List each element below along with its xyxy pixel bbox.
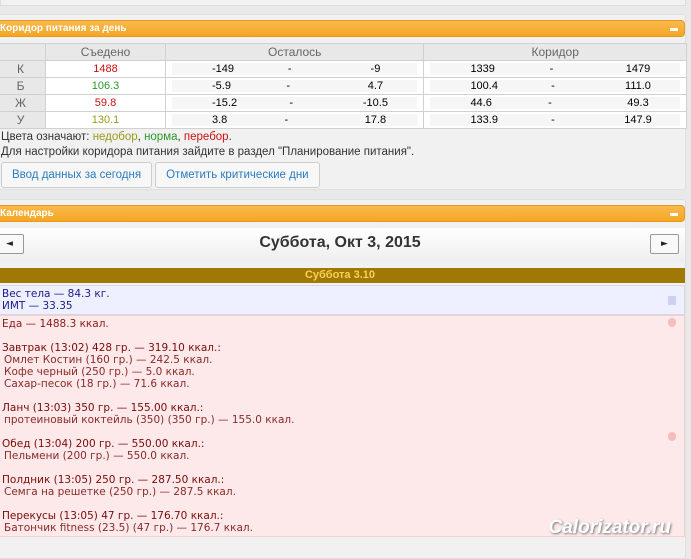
corridor-range: 1339 - 1479: [423, 60, 687, 78]
corner-cell: [0, 43, 46, 61]
minimize-icon[interactable]: [670, 213, 678, 216]
dash: -: [289, 97, 294, 109]
day-header: Суббота 3.10: [0, 268, 685, 283]
meal-block: Ланч (13:03) 350 гр. — 155.00 ккал.: прот…: [2, 402, 684, 426]
meal-item: Пельмени (200 гр.) — 550.0 ккал.: [4, 450, 190, 462]
meal-header: Перекусы (13:05) 47 гр. — 176.70 ккал.:: [2, 510, 224, 522]
meal-block: Завтрак (13:02) 428 гр. — 319.10 ккал.: О…: [2, 342, 684, 390]
food-entry[interactable]: Еда — 1488.3 ккал. Завтрак (13:02) 428 г…: [0, 315, 685, 537]
left-range: -149 - -9: [164, 60, 425, 78]
meal-item: Сахар-песок (18 гр.) — 71.6 ккал.: [4, 378, 190, 390]
corridor-from: 100.4: [470, 80, 498, 92]
corridor-to: 111.0: [625, 80, 651, 92]
dash: -: [549, 63, 554, 75]
meal-item: Семга на решетке (250 гр.) — 287.5 ккал.: [4, 486, 236, 498]
row-label: У: [0, 111, 46, 129]
critical-days-button[interactable]: Отметить критические дни: [155, 162, 320, 188]
corridor-range: 133.9 - 147.9: [423, 111, 687, 129]
left-range: -15.2 - -10.5: [164, 94, 425, 112]
next-day-button[interactable]: ►: [650, 234, 679, 254]
left-from: -5.9: [212, 80, 231, 92]
current-date: Суббота, Окт 3, 2015: [259, 234, 421, 251]
corridor-table: Съедено Осталось Коридор К 1488 -149 - -9 13…: [0, 43, 687, 129]
meal-item: Омлет Костин (160 гр.) — 242.5 ккал.: [4, 354, 213, 366]
meal-item: протеиновый коктейль (350) (350 гр.) — 1…: [4, 414, 295, 426]
row-label: Б: [0, 77, 46, 95]
meal-item: Кофе черный (250 гр.) — 5.0 ккал.: [4, 366, 195, 378]
calendar-panel: Календарь ◄ Суббота, Окт 3, 2015 ► Суббо…: [0, 199, 686, 559]
corridor-range: 100.4 - 111.0: [423, 77, 687, 95]
corridor-from: 133.9: [470, 114, 498, 126]
corridor-to: 1479: [625, 63, 651, 75]
left-from: 3.8: [212, 114, 228, 126]
left-range: 3.8 - 17.8: [164, 111, 425, 129]
legend-norm: норма: [144, 131, 178, 143]
apple-icon: [668, 318, 676, 327]
dash: -: [284, 114, 289, 126]
top-strip: [0, 0, 686, 6]
color-legend: Цвета означают: недобор, норма, перебор.: [1, 131, 232, 143]
corridor-to: 147.9: [624, 114, 652, 126]
date-nav: ◄ Суббота, Окт 3, 2015 ►: [0, 228, 685, 262]
dash: -: [551, 80, 555, 92]
row-label: Ж: [0, 94, 46, 112]
table-row: К 1488 -149 - -9 1339 - 1479: [0, 60, 687, 78]
corridor-title: Коридор питания за день: [0, 23, 127, 34]
left-from: -149: [212, 63, 235, 75]
meal-block: Перекусы (13:05) 47 гр. — 176.70 ккал.: Б…: [2, 510, 684, 534]
legend-under: недобор: [92, 131, 138, 143]
prev-day-button[interactable]: ◄: [0, 234, 24, 254]
meal-header: Ланч (13:03) 350 гр. — 155.00 ккал.:: [2, 402, 204, 414]
left-to: -10.5: [362, 97, 388, 109]
weight-entry[interactable]: Вес тела — 84.3 кг. ИМТ — 33.35: [0, 285, 685, 315]
enter-today-button[interactable]: Ввод данных за сегодня: [1, 162, 153, 188]
eaten-value: 130.1: [45, 111, 166, 129]
watermark: Calorizator.ru: [548, 517, 671, 538]
meal-item: Батончик fitness (23.5) (47 гр.) — 176.7…: [4, 522, 253, 534]
dash: -: [548, 97, 552, 109]
corridor-to: 49.3: [627, 97, 649, 109]
left-from: -15.2: [212, 97, 238, 109]
corridor-from: 44.6: [470, 97, 492, 109]
col-left: Осталось: [164, 43, 425, 61]
apple-icon: [668, 432, 676, 441]
dash: -: [286, 80, 291, 92]
table-row: Б 106.3 -5.9 - 4.7 100.4 - 111.0: [0, 77, 687, 95]
col-corridor: Коридор: [423, 43, 687, 61]
weight-text: Вес тела — 84.3 кг.: [2, 288, 110, 300]
col-eaten: Съедено: [45, 43, 166, 61]
meal-header: Полдник (13:05) 250 гр. — 287.50 ккал.:: [2, 474, 225, 486]
dash: -: [551, 114, 555, 126]
calendar-title: Календарь: [0, 208, 54, 219]
left-range: -5.9 - 4.7: [164, 77, 425, 95]
bmi-text: ИМТ — 33.35: [2, 300, 73, 312]
table-row: Ж 59.8 -15.2 - -10.5 44.6 - 49.3: [0, 94, 687, 112]
meal-header: Обед (13:04) 200 гр. — 550.00 ккал.:: [2, 438, 205, 450]
food-total: Еда — 1488.3 ккал.: [2, 318, 109, 330]
table-row: У 130.1 3.8 - 17.8 133.9 - 147.9: [0, 111, 687, 129]
minimize-icon[interactable]: [670, 28, 678, 31]
corridor-panel: Коридор питания за день Съедено Осталось К…: [0, 14, 687, 190]
eaten-value: 59.8: [45, 94, 166, 112]
row-label: К: [0, 60, 46, 78]
corridor-panel-header[interactable]: Коридор питания за день: [0, 20, 685, 37]
meal-block: Полдник (13:05) 250 гр. — 287.50 ккал.: С…: [2, 474, 684, 498]
left-to: 17.8: [364, 114, 387, 126]
eaten-value: 1488: [45, 60, 166, 78]
calendar-panel-header[interactable]: Календарь: [0, 205, 685, 222]
corridor-from: 1339: [470, 63, 495, 75]
scale-icon: [668, 296, 676, 305]
left-to: -9: [370, 63, 381, 75]
legend-over: перебор: [183, 131, 229, 143]
meal-block: Обед (13:04) 200 гр. — 550.00 ккал.: Пель…: [2, 438, 684, 462]
eaten-value: 106.3: [45, 77, 166, 95]
corridor-hint: Для настройки коридора питания зайдите в…: [1, 146, 415, 158]
meal-header: Завтрак (13:02) 428 гр. — 319.10 ккал.:: [2, 342, 221, 354]
corridor-range: 44.6 - 49.3: [423, 94, 687, 112]
left-to: 4.7: [367, 80, 384, 92]
dash: -: [287, 63, 292, 75]
